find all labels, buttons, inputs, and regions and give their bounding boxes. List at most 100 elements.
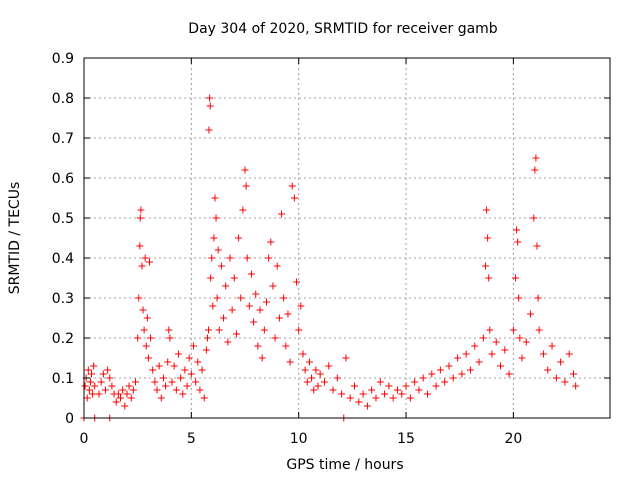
data-point xyxy=(228,306,236,314)
data-point xyxy=(136,242,144,250)
data-point xyxy=(88,370,96,378)
data-point xyxy=(570,370,578,378)
data-point xyxy=(247,270,255,278)
data-point xyxy=(187,370,195,378)
y-tick-label: 0.2 xyxy=(52,331,74,347)
data-point xyxy=(312,366,320,374)
data-point xyxy=(91,382,99,390)
data-point xyxy=(381,390,389,398)
data-point xyxy=(85,386,93,394)
data-point xyxy=(342,354,350,362)
data-point xyxy=(288,182,296,190)
y-tick-label: 0.3 xyxy=(52,291,74,307)
data-point xyxy=(220,314,228,322)
x-axis-label: GPS time / hours xyxy=(286,457,403,473)
data-point xyxy=(114,390,122,398)
data-point xyxy=(316,370,324,378)
data-point xyxy=(314,382,322,390)
data-point xyxy=(254,342,262,350)
data-point xyxy=(445,362,453,370)
data-point xyxy=(449,374,457,382)
data-point xyxy=(200,394,208,402)
data-point xyxy=(548,342,556,350)
data-point xyxy=(112,398,120,406)
data-point xyxy=(202,346,210,354)
data-point xyxy=(484,234,492,242)
data-point xyxy=(125,382,133,390)
data-point xyxy=(183,382,191,390)
data-point xyxy=(271,334,279,342)
data-point xyxy=(512,274,520,282)
data-point xyxy=(142,342,150,350)
data-point xyxy=(411,378,419,386)
data-point xyxy=(222,282,230,290)
data-point xyxy=(269,282,277,290)
data-point xyxy=(483,206,491,214)
data-point xyxy=(189,342,197,350)
data-point xyxy=(213,294,221,302)
data-point xyxy=(90,362,98,370)
data-point xyxy=(466,366,474,374)
data-point xyxy=(275,314,283,322)
data-point xyxy=(192,378,200,386)
data-point xyxy=(308,374,316,382)
data-point xyxy=(436,366,444,374)
data-point xyxy=(205,326,213,334)
plot-frame xyxy=(83,57,611,419)
data-point xyxy=(346,394,354,402)
data-point xyxy=(256,306,264,314)
data-point xyxy=(557,358,565,366)
data-point xyxy=(116,394,124,402)
data-point xyxy=(177,374,185,382)
data-point xyxy=(402,382,410,390)
data-point xyxy=(471,342,479,350)
data-point xyxy=(165,326,173,334)
data-point xyxy=(424,390,432,398)
data-point xyxy=(243,254,251,262)
data-point xyxy=(134,334,142,342)
data-point xyxy=(159,374,167,382)
data-point xyxy=(522,338,530,346)
data-point xyxy=(532,154,540,162)
data-point xyxy=(338,390,346,398)
data-point xyxy=(462,350,470,358)
data-point xyxy=(329,386,337,394)
data-point xyxy=(273,262,281,270)
data-point xyxy=(151,378,159,386)
data-point xyxy=(286,358,294,366)
data-point xyxy=(136,214,144,222)
y-axis-ticks: 0 0.1 0.2 0.3 0.4 0.5 0.6 0.7 0.8 0.9 xyxy=(52,51,610,427)
data-point xyxy=(185,354,193,362)
data-point xyxy=(393,386,401,394)
data-point xyxy=(230,274,238,282)
data-point xyxy=(97,378,105,386)
y-tick-label: 0.7 xyxy=(52,131,74,147)
data-point xyxy=(138,262,146,270)
data-point xyxy=(432,382,440,390)
data-point xyxy=(509,326,517,334)
data-point xyxy=(333,374,341,382)
data-point xyxy=(305,358,313,366)
data-point xyxy=(278,210,286,218)
data-point xyxy=(552,374,560,382)
data-point xyxy=(535,326,543,334)
data-point xyxy=(208,254,216,262)
y-tick-label: 0.1 xyxy=(52,371,74,387)
x-tick-label: 0 xyxy=(80,431,89,447)
y-axis-label: SRMTID / TECUs xyxy=(7,182,23,295)
data-point xyxy=(310,386,318,394)
data-point xyxy=(168,378,176,386)
data-point xyxy=(206,102,214,110)
data-point xyxy=(166,334,174,342)
data-point xyxy=(492,338,500,346)
data-point xyxy=(301,366,309,374)
data-point xyxy=(145,258,153,266)
x-tick-label: 20 xyxy=(504,431,522,447)
data-point xyxy=(501,346,509,354)
data-point xyxy=(458,370,466,378)
data-point xyxy=(135,294,143,302)
data-point xyxy=(485,274,493,282)
y-tick-label: 0 xyxy=(65,411,74,427)
data-point xyxy=(514,238,522,246)
data-point xyxy=(132,378,140,386)
